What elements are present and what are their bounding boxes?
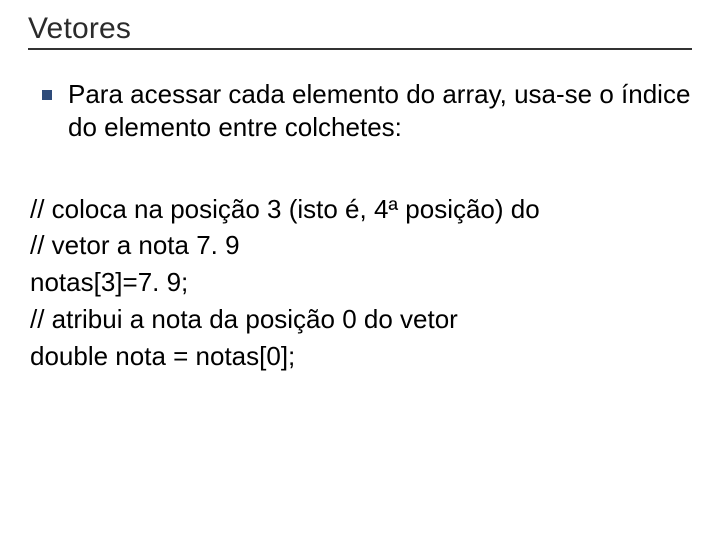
bullet-item: Para acessar cada elemento do array, usa…: [42, 78, 692, 145]
slide: Vetores Para acessar cada elemento do ar…: [0, 0, 720, 540]
title-underline: Vetores: [28, 12, 692, 50]
code-line: notas[3]=7. 9;: [30, 264, 692, 301]
slide-title: Vetores: [28, 12, 692, 46]
bullet-text: Para acessar cada elemento do array, usa…: [68, 78, 692, 145]
code-block: // coloca na posição 3 (isto é, 4ª posiç…: [30, 191, 692, 376]
code-line: double nota = notas[0];: [30, 338, 692, 375]
square-bullet-icon: [42, 90, 52, 100]
code-line: // atribui a nota da posição 0 do vetor: [30, 301, 692, 338]
code-line: // vetor a nota 7. 9: [30, 227, 692, 264]
code-line: // coloca na posição 3 (isto é, 4ª posiç…: [30, 191, 692, 228]
